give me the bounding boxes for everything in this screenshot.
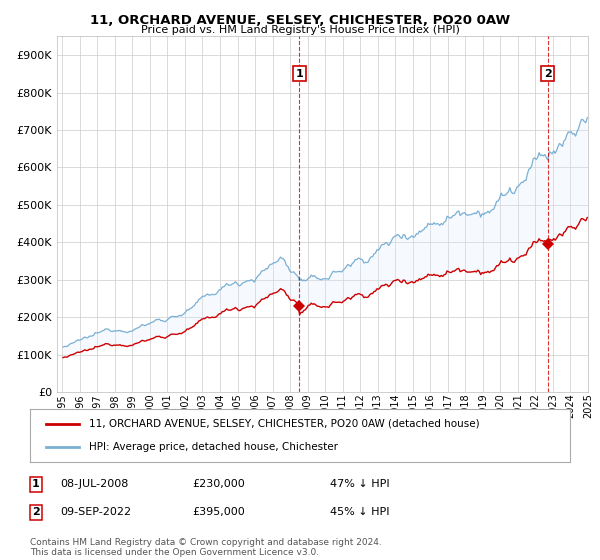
Text: HPI: Average price, detached house, Chichester: HPI: Average price, detached house, Chic… — [89, 442, 338, 452]
Text: Contains HM Land Registry data © Crown copyright and database right 2024.
This d: Contains HM Land Registry data © Crown c… — [30, 538, 382, 557]
Text: 1: 1 — [32, 479, 40, 489]
Text: 2: 2 — [32, 507, 40, 517]
Text: £395,000: £395,000 — [192, 507, 245, 517]
Text: 1: 1 — [295, 69, 303, 78]
Text: 11, ORCHARD AVENUE, SELSEY, CHICHESTER, PO20 0AW: 11, ORCHARD AVENUE, SELSEY, CHICHESTER, … — [90, 14, 510, 27]
Text: 11, ORCHARD AVENUE, SELSEY, CHICHESTER, PO20 0AW (detached house): 11, ORCHARD AVENUE, SELSEY, CHICHESTER, … — [89, 419, 480, 429]
Text: Price paid vs. HM Land Registry's House Price Index (HPI): Price paid vs. HM Land Registry's House … — [140, 25, 460, 35]
Text: 09-SEP-2022: 09-SEP-2022 — [60, 507, 131, 517]
Text: 47% ↓ HPI: 47% ↓ HPI — [330, 479, 389, 489]
Text: 08-JUL-2008: 08-JUL-2008 — [60, 479, 128, 489]
Text: 45% ↓ HPI: 45% ↓ HPI — [330, 507, 389, 517]
Text: £230,000: £230,000 — [192, 479, 245, 489]
Text: 2: 2 — [544, 69, 551, 78]
